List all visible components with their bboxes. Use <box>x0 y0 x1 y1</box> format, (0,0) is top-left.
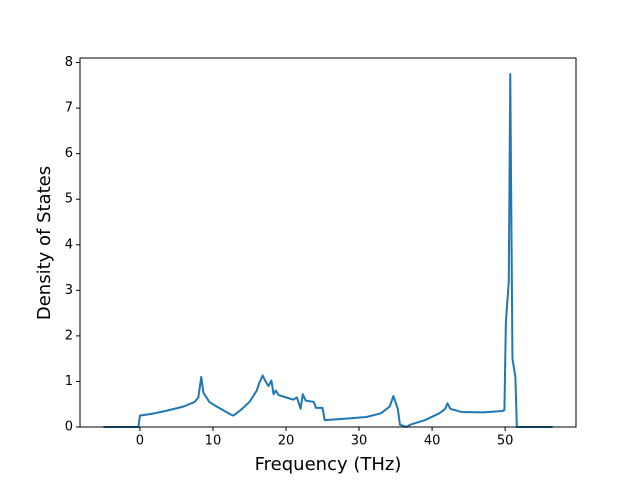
y-tick-label: 0 <box>65 420 73 435</box>
x-tick-label: 30 <box>351 434 368 449</box>
y-tick-label: 5 <box>65 192 73 207</box>
y-tick-label: 4 <box>65 237 73 252</box>
x-tick-label: 0 <box>136 434 144 449</box>
x-tick-label: 40 <box>424 434 441 449</box>
y-tick-label: 1 <box>65 374 73 389</box>
x-tick-label: 50 <box>497 434 514 449</box>
x-tick-label: 10 <box>205 434 222 449</box>
x-axis-label: Frequency (THz) <box>255 454 402 475</box>
y-tick-label: 3 <box>65 283 73 298</box>
y-tick-label: 2 <box>65 328 73 343</box>
y-tick-label: 6 <box>65 146 73 161</box>
y-axis-label: Density of States <box>34 166 55 320</box>
dos-line <box>103 72 553 428</box>
plot-frame <box>79 57 577 428</box>
x-tick-label: 20 <box>278 434 295 449</box>
y-tick-label: 8 <box>65 55 73 70</box>
y-tick-label: 7 <box>65 101 73 116</box>
